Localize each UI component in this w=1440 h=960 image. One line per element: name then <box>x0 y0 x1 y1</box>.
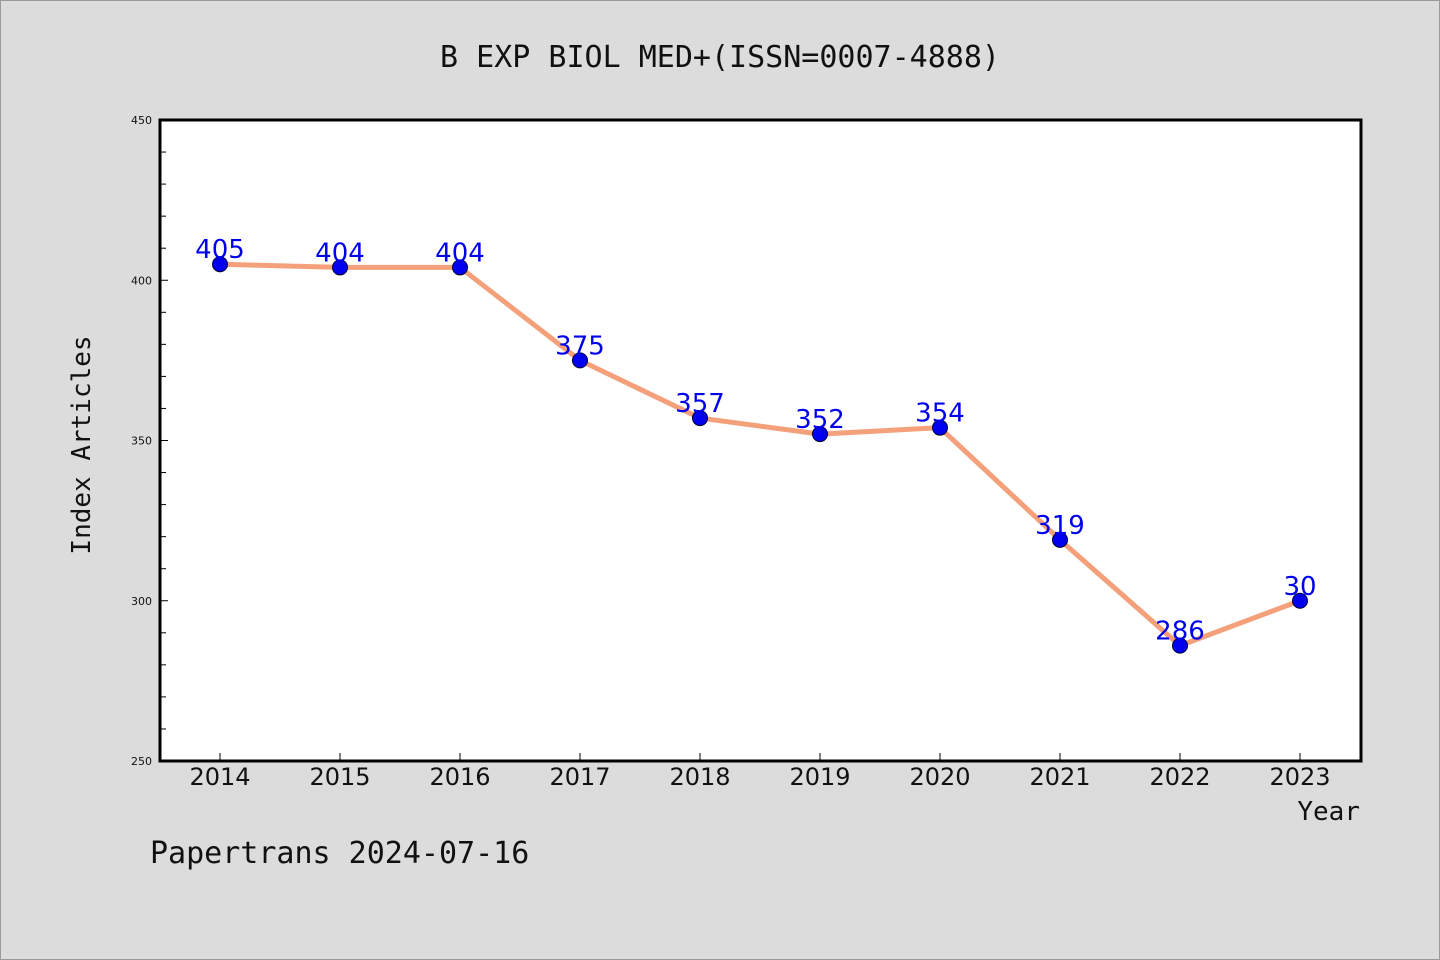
chart-title: B EXP BIOL MED+(ISSN=0007-4888) <box>440 40 1000 75</box>
x-axis-ticks: 2014 2015 2016 2017 2018 2019 2020 2021 2022 2023 <box>189 753 1331 791</box>
x-tick-label: 2020 <box>909 763 970 791</box>
x-tick-label: 2021 <box>1029 763 1090 791</box>
x-axis-title: Year <box>1297 797 1360 827</box>
data-point <box>1292 592 1308 609</box>
y-axis-title: Index Articles <box>67 335 97 554</box>
plot-area <box>160 120 1361 761</box>
data-point <box>1052 531 1068 548</box>
data-point <box>692 410 708 427</box>
data-label: 352 <box>795 405 845 435</box>
data-label: 375 <box>555 331 605 361</box>
data-point <box>212 256 228 273</box>
y-tick-label: 350 <box>131 435 152 448</box>
data-label: 404 <box>435 238 485 268</box>
data-label: 30 <box>1283 572 1316 602</box>
plot-border <box>158 118 1363 763</box>
data-point <box>932 419 948 436</box>
data-label: 405 <box>195 235 245 265</box>
data-point <box>452 259 468 276</box>
data-points <box>212 256 1308 654</box>
data-point <box>572 352 588 369</box>
data-point <box>812 426 828 443</box>
data-label: 354 <box>915 399 965 429</box>
x-tick-label: 2023 <box>1269 763 1330 791</box>
footer-text: Papertrans 2024-07-16 <box>150 836 529 871</box>
y-tick-label: 250 <box>131 755 152 768</box>
y-tick-label: 450 <box>131 114 152 127</box>
data-labels: 405 404 404 375 357 352 354 319 286 30 <box>195 235 1316 646</box>
data-label: 319 <box>1035 511 1085 541</box>
y-tick-label: 400 <box>131 274 152 287</box>
data-label: 286 <box>1155 617 1205 647</box>
data-point <box>1172 637 1188 654</box>
x-tick-label: 2017 <box>549 763 610 791</box>
x-tick-label: 2018 <box>669 763 730 791</box>
x-tick-label: 2014 <box>189 763 250 791</box>
data-label: 357 <box>675 389 725 419</box>
x-tick-label: 2019 <box>789 763 850 791</box>
series-line-group <box>217 261 1303 649</box>
x-tick-label: 2016 <box>429 763 490 791</box>
x-tick-label: 2015 <box>309 763 370 791</box>
data-label: 404 <box>315 238 365 268</box>
y-tick-label: 300 <box>131 595 152 608</box>
data-point <box>332 259 348 276</box>
x-tick-label: 2022 <box>1149 763 1210 791</box>
series-line <box>217 261 1303 649</box>
